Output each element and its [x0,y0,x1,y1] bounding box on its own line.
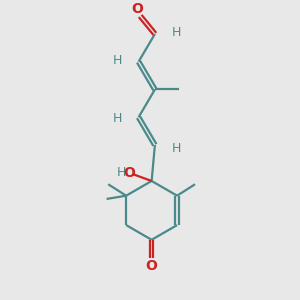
Text: O: O [146,259,158,273]
Text: H: H [112,54,122,67]
Text: H: H [172,142,181,155]
Text: H: H [112,112,122,125]
Text: H: H [172,26,181,39]
Text: O: O [131,2,143,16]
Text: O: O [123,166,135,180]
Text: H: H [117,166,126,179]
